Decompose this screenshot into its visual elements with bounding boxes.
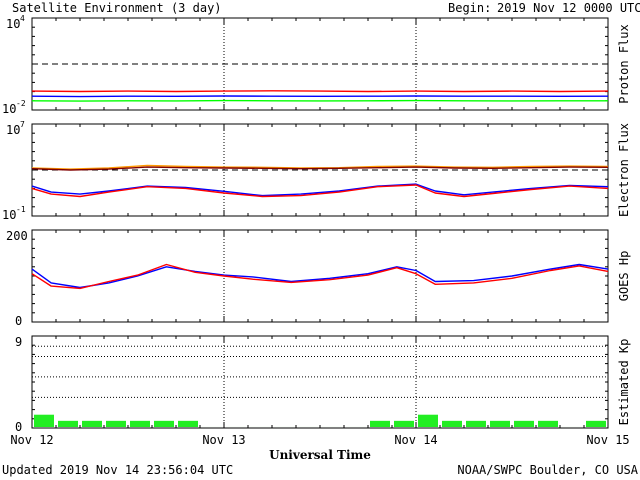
estimated-kp-ytick-bottom: 0 [15,420,22,434]
kp-bar [394,420,414,427]
updated-timestamp: Updated 2019 Nov 14 23:56:04 UTC [2,463,233,477]
x-axis: Nov 12 Nov 13 Nov 14 Nov 15 Universal Ti… [10,433,629,462]
kp-bar [442,420,462,427]
x-tick-label-nov13: Nov 13 [202,433,245,447]
panel-estimated-kp: 9 0 Estimated Kp [15,335,631,434]
electron-flux-ytick-top-base: 10 [6,123,20,137]
credit-text: NOAA/SWPC Boulder, CO USA [457,463,638,477]
plot-title: Satellite Environment (3 day) [12,1,222,15]
estimated-kp-frame [31,335,609,429]
kp-bar [58,420,78,427]
goes-hp-ytick-bottom: 0 [15,314,22,328]
x-tick-label-nov14: Nov 14 [394,433,437,447]
kp-bar [466,420,486,427]
kp-bar [82,420,102,427]
panel-goes-hp: 200 0 GOES Hp [6,229,631,328]
x-tick-label-nov15: Nov 15 [586,433,629,447]
kp-bar [106,420,126,427]
proton-flux-ytick-top-exp: 4 [20,14,25,23]
electron-flux-ytick-bottom-exp: -1 [16,205,26,214]
x-axis-title: Universal Time [269,448,371,462]
kp-bar [178,420,198,427]
proton-flux-series-red [31,90,609,93]
proton-flux-plot-area [31,18,609,110]
electron-flux-series-red [31,184,609,198]
x-tick-label-nov12: Nov 12 [10,433,53,447]
goes-hp-ylabel: GOES Hp [617,251,631,302]
estimated-kp-ytick-top: 9 [15,335,22,349]
proton-flux-series-blue [31,95,609,98]
kp-bar [418,414,438,427]
electron-flux-series-blue [31,183,609,197]
kp-bar [34,414,54,427]
kp-bar [130,420,150,427]
electron-flux-plot-area [31,124,609,216]
proton-flux-series-green [31,99,608,102]
begin-label: Begin: [448,1,491,15]
kp-bar [538,420,558,427]
proton-flux-ylabel: Proton Flux [617,24,631,103]
electron-flux-ylabel: Electron Flux [617,123,631,217]
electron-flux-ytick-top-exp: 7 [20,120,25,129]
proton-flux-ytick-top-base: 10 [6,17,20,31]
kp-bar [490,420,510,427]
electron-flux-ytick-bottom-base: 10 [2,208,16,222]
proton-flux-ytick-bottom-base: 10 [2,102,16,116]
goes-hp-series-blue [31,263,609,289]
panel-electron-flux: 10 7 10 -1 Electron Flux [2,120,631,222]
begin-value: 2019 Nov 12 0000 UTC [497,1,640,15]
kp-bar [370,420,390,427]
electron-flux-series-dark_red [31,166,609,171]
kp-bar [154,420,174,427]
kp-bar [514,420,534,427]
goes-hp-plot-area [31,230,609,322]
goes-hp-series-red [31,263,609,290]
kp-bar [586,420,606,427]
proton-flux-ytick-bottom-exp: -2 [16,99,26,108]
goes-hp-ytick-top: 200 [6,229,28,243]
panel-proton-flux: 10 4 10 -2 Proton Flux [2,14,631,116]
estimated-kp-ylabel: Estimated Kp [617,339,631,426]
electron-flux-frame [31,123,609,217]
estimated-kp-plot-area [32,336,608,428]
